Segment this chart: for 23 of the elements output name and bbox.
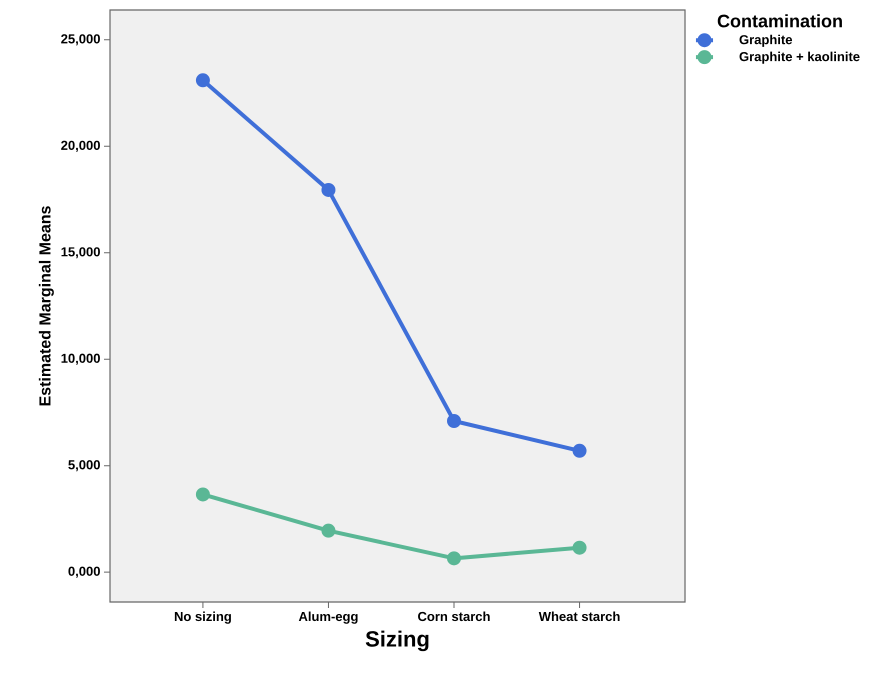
- x-tick-label: Wheat starch: [538, 612, 620, 622]
- y-axis-title: Estimated Marginal Means: [38, 206, 54, 406]
- x-tick-label: Alum-egg: [298, 612, 358, 624]
- x-tick-label: Corn starch: [418, 612, 490, 622]
- y-tick-label: 10,000: [62, 354, 100, 365]
- y-tick-label: 20,000: [61, 140, 100, 152]
- y-tick-label: 5,000: [68, 460, 100, 472]
- x-tick-label: No sizing: [174, 612, 231, 624]
- point: [321, 524, 336, 538]
- point: [572, 540, 587, 555]
- point: [196, 487, 210, 502]
- point: [196, 73, 210, 88]
- legend-label: Graphite + kaolinite: [740, 52, 860, 64]
- point: [321, 182, 336, 197]
- legend-label: Graphite: [740, 34, 792, 47]
- point: [447, 551, 462, 566]
- x-axis-title: Sizing: [366, 630, 428, 652]
- y-tick-label: 0,000: [68, 566, 100, 578]
- legend-title: Contamination: [718, 14, 842, 28]
- point: [447, 414, 462, 428]
- y-tick-label: 25,000: [61, 34, 100, 46]
- point: [572, 444, 587, 458]
- y-tick-label: 15,000: [62, 247, 100, 258]
